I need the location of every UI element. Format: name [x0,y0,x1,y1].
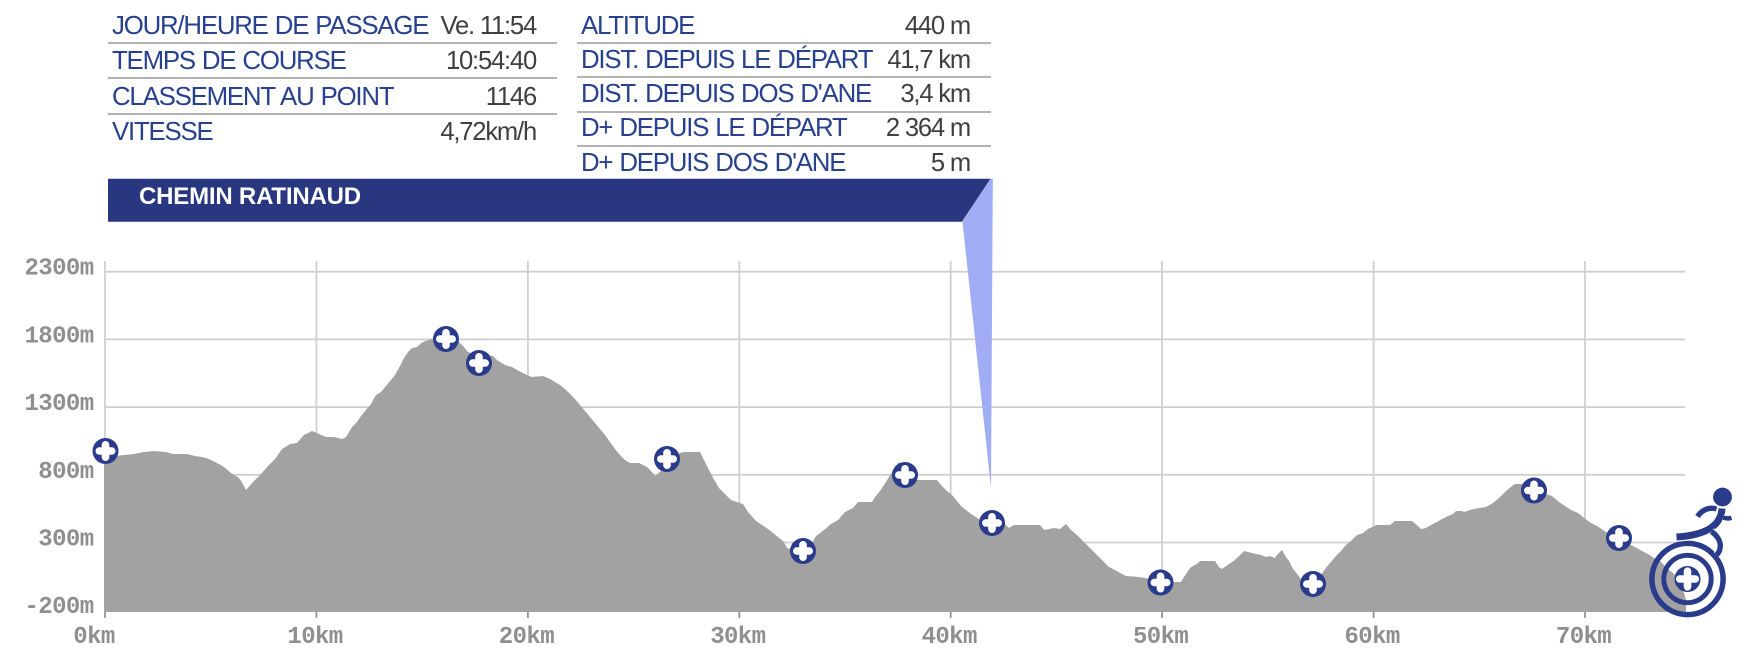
svg-text:0km: 0km [73,624,115,651]
svg-text:60km: 60km [1344,624,1399,651]
svg-text:50km: 50km [1133,624,1188,651]
svg-text:10km: 10km [287,624,342,651]
svg-text:20km: 20km [499,624,554,651]
svg-text:70km: 70km [1556,624,1611,651]
svg-text:800m: 800m [38,459,93,486]
svg-text:30km: 30km [710,624,765,651]
svg-text:300m: 300m [38,527,93,554]
svg-text:-200m: -200m [24,594,93,621]
svg-text:1800m: 1800m [24,323,93,350]
svg-text:2300m: 2300m [24,256,93,283]
svg-text:1300m: 1300m [24,391,93,418]
svg-text:40km: 40km [922,624,977,651]
